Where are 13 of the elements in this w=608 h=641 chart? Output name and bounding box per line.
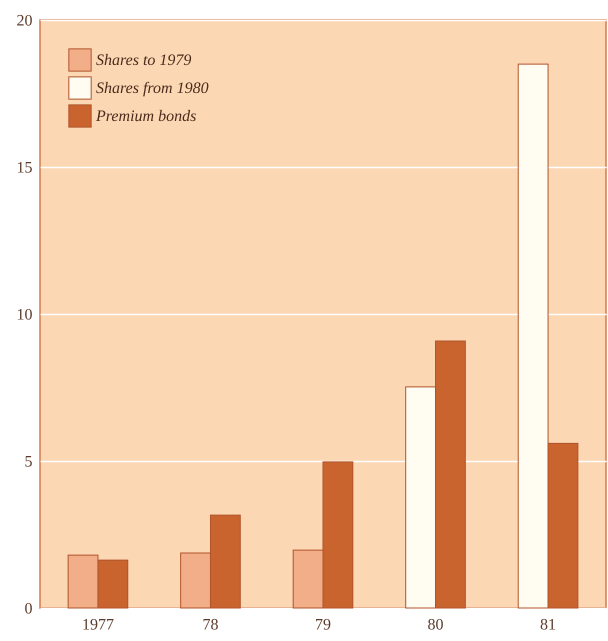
x-tick-label: 79 [315, 616, 331, 634]
y-tick-label: 10 [16, 306, 32, 324]
legend-label: Shares from 1980 [96, 80, 209, 97]
legend-label: Premium bonds [95, 108, 196, 125]
legend-label: Shares to 1979 [96, 52, 192, 69]
x-tick-label: 81 [540, 616, 556, 634]
y-tick-label: 20 [16, 12, 32, 30]
y-tick-label: 0 [24, 600, 32, 618]
x-tick-label: 1977 [82, 616, 114, 634]
y-tick-label: 15 [16, 160, 32, 176]
y-tick-label: 5 [24, 454, 32, 470]
x-tick-label: 78 [202, 616, 218, 634]
x-tick-label: 80 [428, 616, 444, 634]
